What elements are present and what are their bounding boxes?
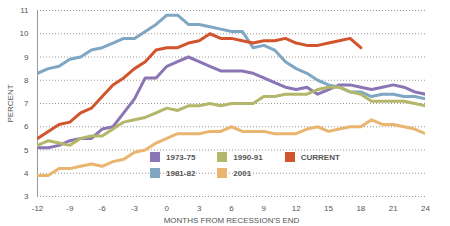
- svg-text:15: 15: [324, 204, 333, 213]
- svg-text:5: 5: [24, 146, 29, 155]
- svg-text:-9: -9: [66, 204, 74, 213]
- svg-text:21: 21: [389, 204, 398, 213]
- svg-text:4: 4: [24, 169, 29, 178]
- svg-text:PERCENT: PERCENT: [6, 84, 15, 122]
- svg-text:8: 8: [24, 76, 29, 85]
- html-text:1981-82: 1981-82: [166, 168, 196, 178]
- svg-text:-12: -12: [32, 204, 44, 213]
- svg-text:9: 9: [24, 53, 29, 62]
- svg-text:0: 0: [165, 204, 170, 213]
- svg-text:MONTHS FROM RECESSION'S END: MONTHS FROM RECESSION'S END: [164, 216, 300, 225]
- svg-text:7: 7: [24, 99, 29, 108]
- svg-text:24: 24: [421, 204, 430, 213]
- svg-text:3: 3: [197, 204, 202, 213]
- html-text:1973-75: 1973-75: [166, 152, 196, 162]
- svg-text:12: 12: [292, 204, 301, 213]
- svg-text:3: 3: [24, 192, 29, 201]
- svg-text:9: 9: [262, 204, 267, 213]
- svg-text:-6: -6: [99, 204, 107, 213]
- svg-text:6: 6: [24, 122, 29, 131]
- html-text:CURRENT: CURRENT: [300, 152, 340, 162]
- svg-text:10: 10: [20, 29, 29, 38]
- svg-text:6: 6: [229, 204, 234, 213]
- svg-text:11: 11: [20, 6, 29, 15]
- svg-text:-3: -3: [131, 204, 139, 213]
- html-text:2001: 2001: [233, 168, 252, 178]
- svg-text:18: 18: [356, 204, 365, 213]
- html-text:1990-91: 1990-91: [233, 152, 263, 162]
